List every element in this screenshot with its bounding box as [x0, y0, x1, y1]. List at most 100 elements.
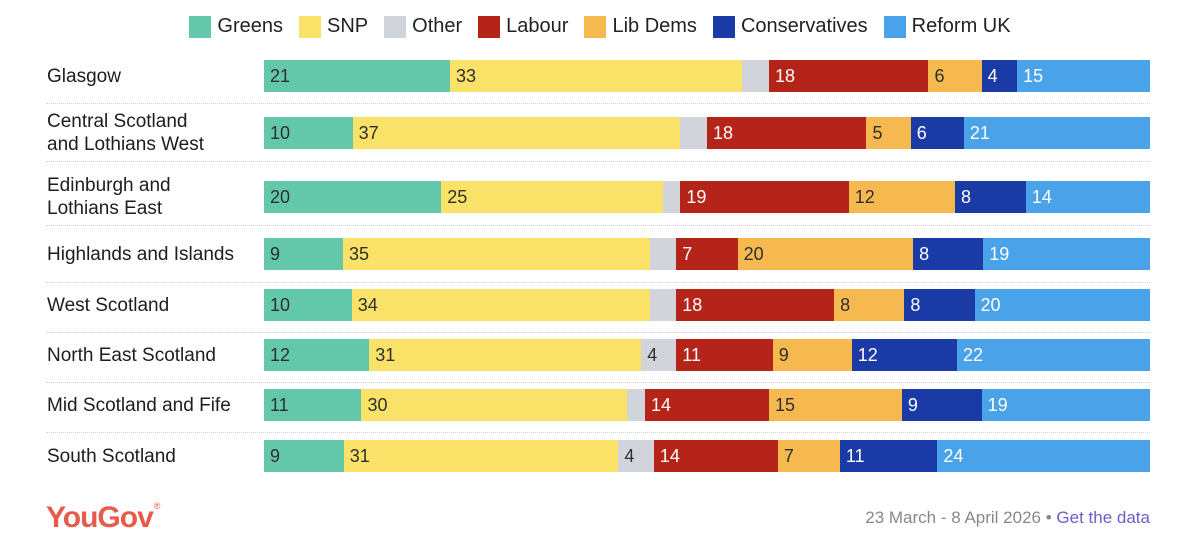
bar-segment-greens: 10 — [264, 289, 352, 321]
category-label-line: South Scotland — [47, 445, 176, 467]
data-label: 4 — [624, 446, 635, 466]
row-divider — [46, 282, 1150, 283]
row-divider — [46, 332, 1150, 333]
category-label-text: West Scotland — [47, 294, 169, 317]
category-label-text: Central Scotland and Lothians West — [47, 110, 204, 156]
category-label-line: Glasgow — [47, 65, 121, 87]
data-label: 19 — [987, 395, 1008, 415]
data-label: 9 — [778, 345, 789, 365]
bar-segment-reform-uk: 22 — [956, 339, 1150, 371]
bar-segment-labour: 18 — [769, 60, 929, 92]
bar-segment-reform-uk: 19 — [983, 238, 1150, 270]
stacked-bar: 9 35 7 20 8 19 — [264, 238, 1150, 270]
bar-segment-lib-dems: 6 — [928, 60, 982, 92]
data-label: 14 — [1031, 187, 1052, 207]
bar-segment-lib-dems: 7 — [777, 440, 840, 472]
data-label: 9 — [270, 446, 281, 466]
data-label: 31 — [375, 345, 396, 365]
category-label-line: Edinburgh and — [47, 175, 171, 196]
data-label: 10 — [270, 123, 291, 143]
data-label: 19 — [989, 244, 1010, 264]
category-label-line: Mid Scotland and Fife — [47, 394, 231, 416]
legend-item-lib-dems: Lib Dems — [584, 15, 697, 38]
get-the-data-link[interactable]: Get the data — [1056, 508, 1150, 527]
bar-segment-reform-uk: 21 — [963, 117, 1150, 149]
row-divider — [46, 382, 1150, 383]
legend-label: Reform UK — [911, 15, 1011, 37]
data-label: 33 — [456, 66, 477, 86]
row-divider — [46, 225, 1150, 226]
data-label: 7 — [682, 244, 693, 264]
bar-segment-conservatives: 6 — [910, 117, 964, 149]
category-label: Highlands and Islands — [47, 243, 257, 266]
data-label: 10 — [270, 295, 291, 315]
legend: Greens SNP Other Labour Lib Dems Conservative… — [0, 15, 1200, 38]
category-label-text: Highlands and Islands — [47, 243, 234, 266]
bar-segment-labour: 14 — [653, 440, 778, 472]
legend-item-greens: Greens — [189, 15, 283, 38]
data-label: 5 — [872, 123, 883, 143]
category-label: South Scotland — [47, 445, 257, 468]
bar-segment-reform-uk: 20 — [974, 289, 1150, 321]
data-label: 37 — [358, 123, 379, 143]
bar-segment-greens: 10 — [264, 117, 353, 149]
legend-swatch — [584, 15, 607, 38]
bar-segment-snp: 31 — [343, 440, 619, 472]
bar-segment-lib-dems: 15 — [769, 389, 902, 421]
bar-segment-greens: 9 — [264, 440, 344, 472]
legend-item-reform-uk: Reform UK — [883, 15, 1011, 38]
bar-segment-conservatives: 4 — [981, 60, 1018, 92]
data-label: 18 — [712, 123, 734, 143]
bar-segment-reform-uk: 19 — [981, 389, 1150, 421]
category-label-line: North East Scotland — [47, 344, 216, 366]
category-label: West Scotland — [47, 294, 257, 317]
legend-swatch — [883, 15, 906, 38]
category-label: Central Scotland and Lothians West — [47, 110, 257, 156]
data-label: 12 — [854, 187, 875, 207]
stacked-bar: 11 30 14 15 9 19 — [264, 389, 1150, 421]
data-label: 20 — [743, 244, 764, 264]
data-label: 18 — [682, 295, 703, 315]
bar-segment-conservatives: 8 — [913, 238, 984, 270]
data-label: 8 — [840, 295, 851, 315]
data-label: 4 — [647, 345, 658, 365]
legend-label: Other — [412, 15, 463, 37]
yougov-logo: YouGov® — [46, 501, 161, 535]
bar-segment-greens: 21 — [264, 60, 451, 92]
data-label: 31 — [349, 446, 370, 466]
bar-segment-reform-uk: 14 — [1025, 181, 1150, 213]
bar-segment-lib-dems: 9 — [772, 339, 852, 371]
category-label-text: Edinburgh and Lothians East — [47, 174, 171, 220]
bar-segment-lib-dems: 20 — [737, 238, 914, 270]
data-label: 20 — [270, 187, 291, 207]
data-label: 34 — [357, 295, 378, 315]
legend-item-conservatives: Conservatives — [712, 15, 868, 38]
row-divider — [46, 432, 1150, 433]
bar-segment-snp: 31 — [369, 339, 642, 371]
bar-segment-snp: 34 — [351, 289, 650, 321]
data-label: 9 — [907, 395, 918, 415]
category-label: Glasgow — [47, 65, 257, 88]
row-divider — [46, 161, 1150, 162]
data-label: 15 — [775, 395, 796, 415]
legend-swatch — [478, 15, 501, 38]
category-label: Mid Scotland and Fife — [47, 394, 257, 417]
data-label: 14 — [650, 395, 671, 415]
data-label: 35 — [348, 244, 369, 264]
legend-swatch — [712, 15, 735, 38]
bar-segment-labour: 19 — [680, 181, 849, 213]
bar-segment-reform-uk: 15 — [1017, 60, 1150, 92]
data-label: 22 — [962, 345, 983, 365]
category-label-line: Central Scotland — [47, 111, 188, 132]
data-label: 14 — [659, 446, 680, 466]
data-label: 9 — [270, 244, 281, 264]
category-label-line: West Scotland — [47, 294, 170, 316]
stacked-bar: 9 31 4 14 7 11 24 — [264, 440, 1150, 472]
bar-segment-labour: 18 — [676, 289, 835, 321]
data-label: 8 — [919, 244, 930, 264]
bar-segment-reform-uk: 24 — [937, 440, 1150, 472]
logo-mark: ® — [153, 501, 161, 511]
bar-segment-other: 4 — [641, 339, 677, 371]
bar-segment-greens: 9 — [264, 238, 343, 270]
bar-segment-snp: 25 — [441, 181, 663, 213]
